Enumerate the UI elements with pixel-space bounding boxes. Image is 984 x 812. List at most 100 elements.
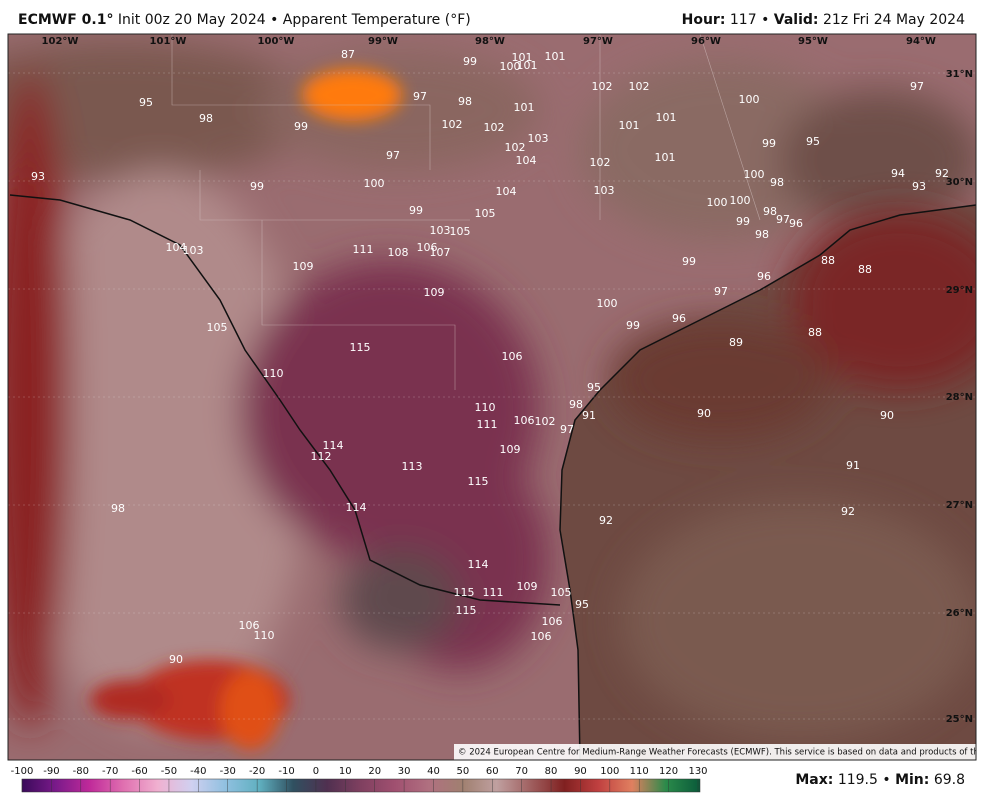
colorbar-tick-label: -60 (131, 766, 147, 777)
temperature-value: 101 (656, 111, 677, 124)
min: 69.8 (934, 772, 965, 788)
temperature-value: 90 (697, 407, 711, 420)
temperature-value: 99 (626, 319, 640, 332)
temperature-value: 100 (707, 196, 728, 209)
temperature-value: 96 (789, 217, 803, 230)
temperature-value: 98 (199, 112, 213, 125)
longitude-label: 99°W (368, 36, 398, 47)
latitude-label: 26°N (946, 608, 973, 619)
colorbar-tick-label: 70 (515, 766, 528, 777)
temperature-value: 87 (341, 48, 355, 61)
latitude-label: 28°N (946, 392, 973, 403)
temperature-value: 102 (590, 156, 611, 169)
temperature-value: 101 (517, 59, 538, 72)
temperature-value: 99 (682, 255, 696, 268)
temperature-value: 111 (353, 243, 374, 256)
temperature-value: 103 (430, 224, 451, 237)
temperature-value: 106 (239, 619, 260, 632)
temperature-value: 102 (535, 415, 556, 428)
temperature-value: 103 (594, 184, 615, 197)
temperature-value: 101 (655, 151, 676, 164)
temperature-value: 115 (350, 341, 371, 354)
latitude-label: 30°N (946, 177, 973, 188)
longitude-label: 101°W (150, 36, 187, 47)
valid-label: Valid: (774, 12, 819, 28)
temperature-value: 106 (417, 241, 438, 254)
colorbar-tick-label: -30 (220, 766, 236, 777)
temperature-value: 95 (587, 381, 601, 394)
header-right: Hour: 117 • Valid: 21z Fri 24 May 2024 (682, 12, 965, 28)
temperature-value: 115 (456, 604, 477, 617)
temperature-value: 92 (841, 505, 855, 518)
valid: 21z Fri 24 May 2024 (823, 12, 965, 28)
temperature-value: 109 (500, 443, 521, 456)
temperature-value: 102 (505, 141, 526, 154)
temperature-value: 101 (514, 101, 535, 114)
temperature-value: 114 (323, 439, 344, 452)
temperature-value: 99 (250, 180, 264, 193)
temperature-value: 96 (757, 270, 771, 283)
temperature-value: 103 (183, 244, 204, 257)
temperature-value: 100 (597, 297, 618, 310)
temperature-value: 95 (139, 96, 153, 109)
temperature-value: 104 (166, 241, 187, 254)
temperature-value: 104 (516, 154, 537, 167)
temperature-value: 102 (629, 80, 650, 93)
separator: • (882, 772, 890, 788)
temperature-value: 106 (542, 615, 563, 628)
temperature-value: 100 (364, 177, 385, 190)
temperature-value: 98 (458, 95, 472, 108)
temperature-value: 88 (858, 263, 872, 276)
temperature-value: 94 (891, 167, 905, 180)
max: 119.5 (838, 772, 878, 788)
colorbar-tick-label: 60 (486, 766, 499, 777)
temperature-value: 97 (776, 213, 790, 226)
temperature-value: 97 (386, 149, 400, 162)
temperature-value: 97 (714, 285, 728, 298)
temperature-value: 105 (551, 586, 572, 599)
temperature-value: 109 (424, 286, 445, 299)
temperature-value: 98 (763, 205, 777, 218)
temperature-value: 103 (528, 132, 549, 145)
temperature-value: 108 (388, 246, 409, 259)
temperature-value: 102 (592, 80, 613, 93)
colorbar-tick-label: 110 (630, 766, 649, 777)
temperature-value: 107 (430, 246, 451, 259)
temperature-value: 102 (484, 121, 505, 134)
colorbar-tick-label: 10 (339, 766, 352, 777)
temperature-value: 90 (880, 409, 894, 422)
longitude-label: 94°W (906, 36, 936, 47)
temperature-value: 111 (483, 586, 504, 599)
colorbar-tick-label: -50 (161, 766, 177, 777)
temperature-value: 90 (169, 653, 183, 666)
temperature-value: 112 (311, 450, 332, 463)
hour: 117 (730, 12, 757, 28)
colorbar-tick-label: 120 (659, 766, 678, 777)
longitude-label: 97°W (583, 36, 613, 47)
temperature-value: 113 (402, 460, 423, 473)
longitude-label: 102°W (42, 36, 79, 47)
temperature-value: 97 (560, 423, 574, 436)
temperature-value: 98 (770, 176, 784, 189)
temperature-value: 95 (575, 598, 589, 611)
model: ECMWF 0.1° (18, 12, 113, 28)
temperature-value: 106 (514, 414, 535, 427)
temperature-value: 99 (762, 137, 776, 150)
colorbar-tick-label: 0 (313, 766, 319, 777)
temperature-value: 88 (821, 254, 835, 267)
min-label: Min: (895, 772, 929, 788)
temperature-value: 91 (582, 409, 596, 422)
temperature-value: 92 (935, 167, 949, 180)
colorbar-tick-label: 80 (545, 766, 558, 777)
colorbar-tick-label: -100 (11, 766, 34, 777)
colorbar-tick-label: 50 (457, 766, 470, 777)
colorbar-tick-label: 20 (368, 766, 381, 777)
temperature-value: 105 (207, 321, 228, 334)
temperature-value: 104 (496, 185, 517, 198)
hour-label: Hour: (682, 12, 726, 28)
copyright: © 2024 European Centre for Medium-Range … (458, 748, 984, 758)
temperature-value: 99 (736, 215, 750, 228)
colorbar-tick-label: 40 (427, 766, 440, 777)
